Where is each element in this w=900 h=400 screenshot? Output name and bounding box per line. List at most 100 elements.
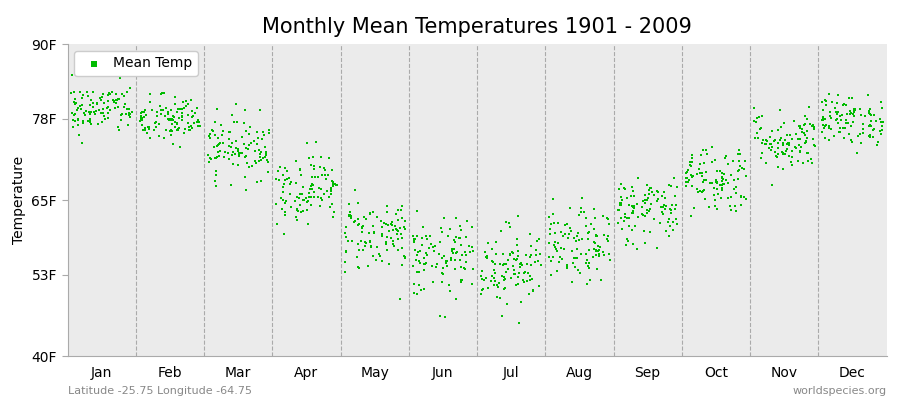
Mean Temp: [395, 234, 410, 241]
Mean Temp: [657, 206, 671, 212]
Mean Temp: [358, 239, 373, 245]
Mean Temp: [311, 174, 326, 180]
Mean Temp: [394, 214, 409, 221]
Mean Temp: [754, 124, 769, 131]
Mean Temp: [847, 109, 861, 115]
Mean Temp: [454, 242, 469, 248]
Mean Temp: [177, 130, 192, 136]
Mean Temp: [307, 194, 321, 200]
Mean Temp: [735, 165, 750, 172]
Mean Temp: [575, 195, 590, 201]
Mean Temp: [798, 138, 813, 145]
Mean Temp: [692, 161, 706, 168]
Mean Temp: [377, 220, 392, 226]
Mean Temp: [222, 129, 237, 135]
Mean Temp: [495, 313, 509, 319]
Mean Temp: [717, 180, 732, 187]
Mean Temp: [226, 160, 240, 167]
Mean Temp: [454, 264, 468, 270]
Mean Temp: [710, 186, 724, 193]
Mean Temp: [544, 258, 558, 265]
Mean Temp: [781, 140, 796, 146]
Mean Temp: [121, 122, 135, 128]
Mean Temp: [477, 277, 491, 284]
Mean Temp: [140, 112, 154, 118]
Mean Temp: [571, 230, 585, 236]
Mean Temp: [665, 202, 680, 209]
Mean Temp: [485, 273, 500, 279]
Mean Temp: [260, 156, 274, 163]
Mean Temp: [751, 134, 765, 141]
Mean Temp: [650, 245, 664, 252]
Mean Temp: [721, 161, 735, 167]
Mean Temp: [439, 263, 454, 270]
Mean Temp: [622, 223, 636, 230]
Mean Temp: [505, 248, 519, 255]
Mean Temp: [169, 120, 184, 127]
Mean Temp: [706, 192, 721, 199]
Mean Temp: [729, 208, 743, 214]
Mean Temp: [424, 241, 438, 247]
Mean Temp: [307, 166, 321, 172]
Mean Temp: [597, 252, 611, 258]
Mean Temp: [805, 156, 819, 162]
Mean Temp: [71, 117, 86, 124]
Mean Temp: [190, 105, 204, 112]
Mean Temp: [713, 168, 727, 174]
Mean Temp: [209, 183, 223, 189]
Mean Temp: [764, 147, 778, 154]
Mean Temp: [763, 140, 778, 147]
Mean Temp: [842, 111, 857, 118]
Mean Temp: [392, 235, 406, 242]
Mean Temp: [186, 120, 201, 126]
Mean Temp: [787, 118, 801, 124]
Mean Temp: [806, 124, 821, 130]
Mean Temp: [176, 110, 190, 116]
Mean Temp: [209, 171, 223, 178]
Mean Temp: [347, 219, 362, 226]
Mean Temp: [580, 280, 594, 287]
Mean Temp: [421, 245, 436, 252]
Mean Temp: [289, 214, 303, 220]
Mean Temp: [832, 124, 847, 131]
Mean Temp: [845, 138, 859, 145]
Mean Temp: [123, 111, 138, 117]
Mean Temp: [445, 248, 459, 254]
Mean Temp: [715, 184, 729, 191]
Mean Temp: [707, 196, 722, 203]
Mean Temp: [530, 238, 544, 244]
Mean Temp: [873, 116, 887, 122]
Mean Temp: [271, 168, 285, 174]
Mean Temp: [601, 220, 616, 227]
Mean Temp: [109, 97, 123, 103]
Mean Temp: [356, 214, 371, 220]
Mean Temp: [248, 148, 262, 154]
Mean Temp: [635, 212, 650, 218]
Mean Temp: [848, 107, 862, 114]
Mean Temp: [237, 120, 251, 126]
Mean Temp: [831, 108, 845, 115]
Mean Temp: [249, 178, 264, 185]
Mean Temp: [860, 92, 875, 99]
Mean Temp: [262, 130, 276, 136]
Mean Temp: [326, 179, 340, 185]
Mean Temp: [95, 105, 110, 112]
Mean Temp: [481, 240, 495, 247]
Mean Temp: [640, 210, 654, 216]
Mean Temp: [682, 161, 697, 168]
Mean Temp: [367, 230, 382, 236]
Mean Temp: [292, 191, 307, 197]
Mean Temp: [782, 142, 796, 148]
Mean Temp: [411, 258, 426, 264]
Mean Temp: [654, 204, 669, 210]
Mean Temp: [313, 164, 328, 170]
Mean Temp: [510, 236, 525, 242]
Mean Temp: [270, 221, 284, 227]
Mean Temp: [201, 152, 215, 158]
Mean Temp: [344, 213, 358, 220]
Mean Temp: [210, 106, 224, 112]
Mean Temp: [580, 259, 594, 266]
Mean Temp: [423, 233, 437, 239]
Mean Temp: [114, 111, 129, 117]
Mean Temp: [447, 266, 462, 272]
